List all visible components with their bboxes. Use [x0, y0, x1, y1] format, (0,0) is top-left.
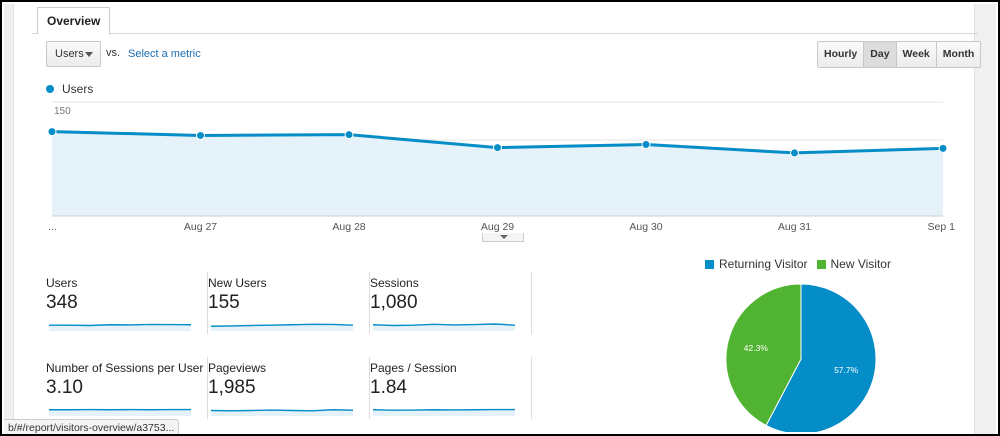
- stat-label: Sessions: [370, 276, 419, 290]
- divider: [531, 272, 532, 334]
- stat-new-users[interactable]: New Users 155: [208, 272, 370, 356]
- divider: [369, 272, 370, 334]
- tab-strip: Overview: [32, 4, 978, 35]
- legend-swatch: [816, 259, 826, 269]
- stat-value: 348: [46, 292, 78, 313]
- x-tick-label: Aug 30: [629, 221, 662, 233]
- sparkline: [49, 408, 191, 416]
- stat-value: 3.10: [46, 377, 83, 398]
- stat-pages-per-session[interactable]: Pages / Session 1.84: [370, 357, 532, 434]
- stat-label: Number of Sessions per User: [46, 361, 204, 375]
- users-data-point: [344, 130, 354, 140]
- stat-pageviews[interactable]: Pageviews 1,985: [208, 357, 370, 434]
- stat-value: 1,080: [370, 292, 418, 313]
- range-day-button[interactable]: Day: [864, 42, 897, 67]
- users-data-point: [641, 140, 651, 150]
- right-scrollbar[interactable]: [974, 4, 996, 434]
- tab-overview[interactable]: Overview: [37, 7, 111, 35]
- sparkline-line: [210, 409, 354, 412]
- users-data-point: [790, 148, 799, 158]
- legend-label: New Visitor: [830, 257, 891, 271]
- stat-sessions-per-user[interactable]: Number of Sessions per User 3.10: [46, 357, 208, 434]
- users-area-fill: [52, 131, 943, 216]
- stat-value: 1,985: [208, 377, 256, 398]
- stat-label: Pages / Session: [370, 361, 457, 375]
- pie-slice-label: 57.7%: [834, 365, 859, 375]
- left-scrollbar[interactable]: [4, 4, 14, 434]
- x-tick-label: Sep 1: [928, 221, 956, 233]
- y-tick-label: 150: [54, 106, 71, 117]
- metric-select[interactable]: Users: [46, 41, 101, 67]
- sparkline: [49, 323, 192, 331]
- stat-label: Users: [46, 276, 78, 290]
- users-data-point: [196, 130, 205, 140]
- users-data-point: [493, 143, 502, 153]
- pie-slice-returning-visitor: [765, 283, 877, 432]
- time-range-toggle: Hourly Day Week Month: [817, 41, 982, 68]
- sparkline-line: [372, 408, 515, 411]
- users-data-point: [938, 143, 948, 153]
- sparkline-fill: [373, 409, 515, 416]
- stat-value: 155: [208, 292, 240, 313]
- legend-label: Returning Visitor: [719, 257, 808, 271]
- sparkline: [372, 323, 516, 331]
- x-tick-label: Aug 31: [778, 221, 811, 233]
- x-tick-label: ...: [48, 221, 57, 233]
- sparkline: [372, 408, 515, 416]
- divider: [531, 357, 532, 419]
- x-tick-label: Aug 28: [332, 221, 365, 233]
- stat-value: 1.84: [370, 377, 407, 398]
- divider: [369, 357, 370, 419]
- status-bar-url: b/#/report/visitors-overview/a3753...: [4, 419, 180, 434]
- users-legend-label: Users: [62, 82, 94, 96]
- legend-swatch: [705, 259, 714, 269]
- sparkline-fill: [211, 409, 353, 416]
- sparkline-line: [372, 323, 516, 327]
- range-hourly-button[interactable]: Hourly: [818, 42, 865, 67]
- x-tick-label: Aug 27: [184, 221, 217, 233]
- users-legend-dot: [46, 85, 54, 93]
- vs-label: vs.: [106, 47, 121, 59]
- stat-users[interactable]: Users 348: [46, 272, 208, 356]
- legend-returning-visitor[interactable]: Returning Visitor: [705, 257, 808, 271]
- caret-down-icon: [85, 52, 93, 57]
- users-data-point: [47, 127, 57, 137]
- select-metric-link[interactable]: Select a metric: [128, 48, 201, 60]
- pie-legend: Returning Visitor New Visitor: [705, 257, 900, 271]
- stat-label: Pageviews: [208, 361, 267, 375]
- visitor-pie-chart: 57.7% 42.3%: [726, 283, 877, 432]
- sparkline: [210, 323, 354, 331]
- stat-sessions[interactable]: Sessions 1,080: [370, 272, 532, 356]
- chart-resize-handle[interactable]: [482, 233, 524, 242]
- sparkline-fill: [49, 409, 191, 416]
- sparkline-line: [210, 323, 354, 327]
- users-legend: Users: [46, 82, 93, 96]
- metric-select-value: Users: [55, 48, 84, 60]
- stat-label: New Users: [208, 276, 267, 290]
- range-month-button[interactable]: Month: [936, 42, 981, 67]
- sparkline: [210, 409, 354, 416]
- divider: [207, 272, 208, 334]
- sparkline-line: [49, 323, 192, 327]
- x-tick-label: Aug 29: [481, 221, 514, 233]
- legend-new-visitor[interactable]: New Visitor: [816, 257, 891, 271]
- range-week-button[interactable]: Week: [896, 42, 937, 67]
- pie-slice-new-visitor: [726, 283, 802, 427]
- divider: [207, 357, 208, 419]
- pie-slice-label: 42.3%: [744, 343, 769, 353]
